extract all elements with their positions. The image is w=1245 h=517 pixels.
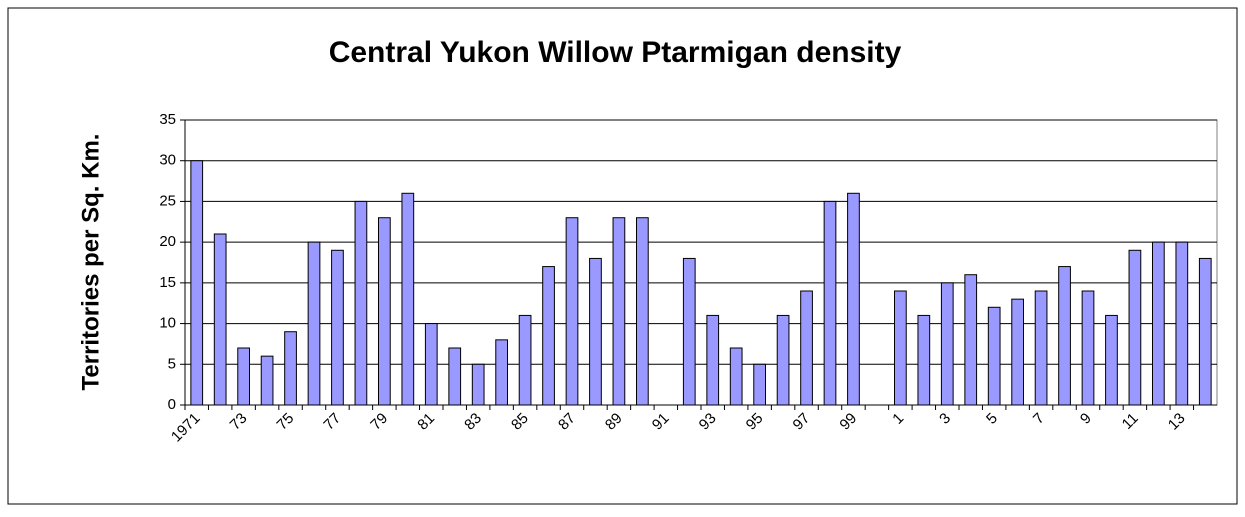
bar [424,323,438,406]
bar [542,266,555,406]
bar [1105,314,1118,406]
bar [448,347,462,406]
bar [565,217,579,406]
bar [940,282,954,406]
bar [495,339,509,406]
y-tick-label: 25 [159,192,176,209]
bar [213,233,227,406]
y-tick-label: 5 [168,355,176,372]
bar [1198,257,1212,406]
bar [1128,249,1142,406]
bar [589,257,602,406]
bar [331,249,344,406]
bar [776,314,790,406]
bar [729,347,743,406]
bar [237,347,250,406]
bar [987,306,1001,406]
bar [612,217,626,406]
bar [964,274,978,406]
y-tick-label: 0 [168,396,176,413]
bar [800,290,813,406]
bar [401,192,415,406]
bar [354,200,368,406]
bar [1175,241,1189,406]
bar [284,331,297,406]
bar [682,257,696,406]
y-tick-label: 20 [159,233,176,250]
bar [917,314,931,406]
bar [1058,266,1071,406]
bar [471,363,485,406]
bar [1152,241,1165,406]
bar [260,355,274,406]
bar [706,314,720,406]
bar [378,217,391,406]
bar [636,217,649,406]
bar [823,200,837,406]
bar [753,363,766,406]
bar [1034,290,1048,406]
bar [1081,290,1095,406]
bar [307,241,321,406]
y-tick-label: 30 [159,152,176,169]
chart-title: Central Yukon Willow Ptarmigan density [329,36,902,69]
y-axis-label: Territories per Sq. Km. [77,134,104,391]
bar [518,314,532,406]
bar [1011,298,1024,406]
bar [847,192,860,406]
y-tick-label: 10 [159,315,176,332]
bar [190,160,204,406]
bar [894,290,907,406]
y-tick-label: 15 [159,274,176,291]
y-tick-label: 35 [159,111,176,128]
